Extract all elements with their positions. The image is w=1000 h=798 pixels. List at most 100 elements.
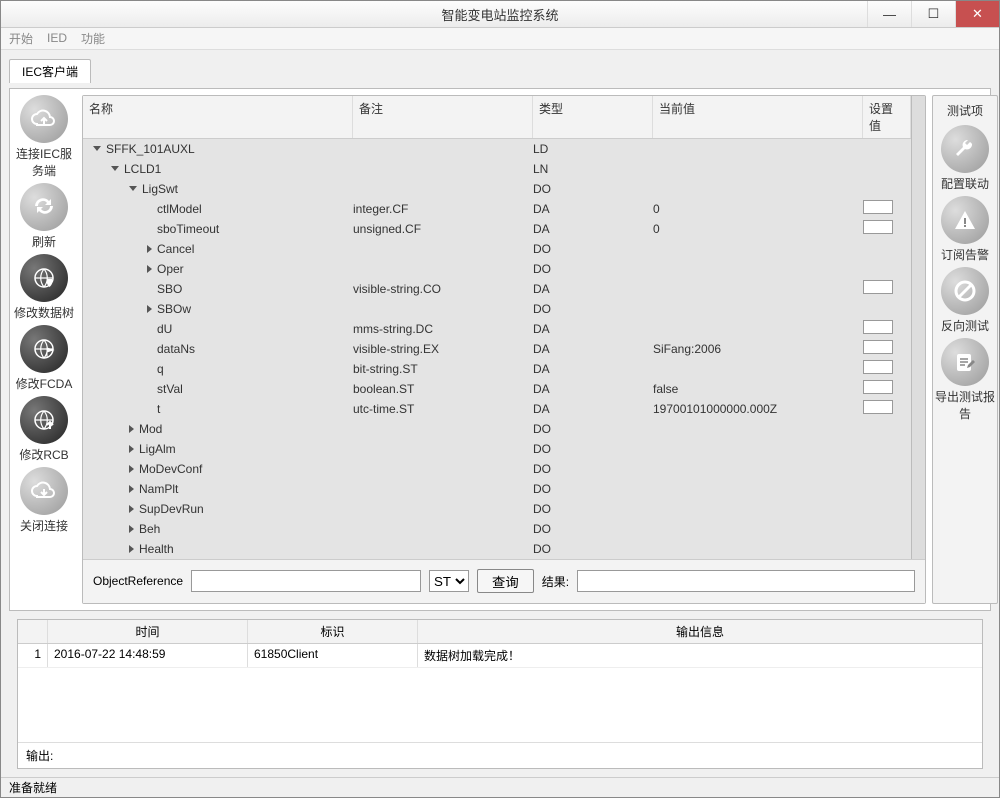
log-col-time[interactable]: 时间	[48, 620, 248, 643]
expand-icon[interactable]	[129, 505, 134, 513]
table-row[interactable]: LigSwtDO	[83, 179, 911, 199]
expand-icon[interactable]	[129, 186, 137, 191]
table-row[interactable]: BehDO	[83, 519, 911, 539]
setvalue-input[interactable]	[863, 340, 893, 354]
left-toolbar: 连接IEC服务端刷新修改数据树修改FCDA修改RCB关闭连接	[10, 89, 78, 610]
right-btn-cfg[interactable]: 配置联动	[935, 125, 995, 192]
table-row[interactable]: LigAlmDO	[83, 439, 911, 459]
result-output	[577, 570, 915, 592]
expand-icon[interactable]	[147, 305, 152, 313]
setvalue-input[interactable]	[863, 200, 893, 214]
left-btn-close[interactable]: 关闭连接	[14, 467, 74, 534]
log-row[interactable]: 12016-07-22 14:48:5961850Client数据树加载完成！	[18, 644, 982, 668]
left-btn-modrcb[interactable]: 修改RCB	[14, 396, 74, 463]
table-row[interactable]: NamPltDO	[83, 479, 911, 499]
client-area: IEC客户端 连接IEC服务端刷新修改数据树修改FCDA修改RCB关闭连接 名称…	[1, 50, 999, 777]
data-grid-panel: 名称 备注 类型 当前值 设置值 SFFK_101AUXLLDLCLD1LNLi…	[82, 95, 926, 604]
table-row[interactable]: dUmms-string.DCDA	[83, 319, 911, 339]
setvalue-input[interactable]	[863, 360, 893, 374]
table-row[interactable]: OperDO	[83, 259, 911, 279]
grid-body[interactable]: SFFK_101AUXLLDLCLD1LNLigSwtDOctlModelint…	[83, 139, 911, 559]
col-remark[interactable]: 备注	[353, 96, 533, 138]
menubar: 开始 IED 功能	[1, 28, 999, 50]
table-row[interactable]: LCLD1LN	[83, 159, 911, 179]
right-btn-sub[interactable]: 订阅告警	[935, 196, 995, 263]
objectref-input[interactable]	[191, 570, 421, 592]
alert-icon	[941, 196, 989, 244]
left-btn-connect[interactable]: 连接IEC服务端	[14, 95, 74, 179]
setvalue-input[interactable]	[863, 320, 893, 334]
tab-iec-client[interactable]: IEC客户端	[9, 59, 91, 83]
menu-start[interactable]: 开始	[9, 30, 33, 47]
col-type[interactable]: 类型	[533, 96, 653, 138]
expand-icon[interactable]	[129, 525, 134, 533]
table-row[interactable]: ModDO	[83, 419, 911, 439]
table-row[interactable]: MoDevConfDO	[83, 459, 911, 479]
globe-up-icon	[20, 396, 68, 444]
table-row[interactable]: tutc-time.STDA19700101000000.000Z	[83, 399, 911, 419]
query-bar: ObjectReference ST 查询 结果:	[83, 559, 925, 603]
setvalue-input[interactable]	[863, 220, 893, 234]
expand-icon[interactable]	[111, 166, 119, 171]
status-text: 准备就绪	[9, 779, 57, 796]
log-col-tag[interactable]: 标识	[248, 620, 418, 643]
table-row[interactable]: SBOwDO	[83, 299, 911, 319]
left-btn-modtree[interactable]: 修改数据树	[14, 254, 74, 321]
forbid-icon	[941, 267, 989, 315]
left-btn-refresh[interactable]: 刷新	[14, 183, 74, 250]
maximize-button[interactable]: ☐	[911, 1, 955, 27]
table-row[interactable]: HealthDO	[83, 539, 911, 559]
edit-icon	[941, 338, 989, 386]
table-row[interactable]: dataNsvisible-string.EXDASiFang:2006	[83, 339, 911, 359]
minimize-button[interactable]: —	[867, 1, 911, 27]
setvalue-input[interactable]	[863, 280, 893, 294]
right-panel: 测试项 配置联动订阅告警反向测试导出测试报告	[932, 95, 998, 604]
left-btn-modfcda[interactable]: 修改FCDA	[14, 325, 74, 392]
table-row[interactable]: qbit-string.STDA	[83, 359, 911, 379]
expand-icon[interactable]	[129, 485, 134, 493]
table-row[interactable]: SupDevRunDO	[83, 499, 911, 519]
right-btn-rev[interactable]: 反向测试	[935, 267, 995, 334]
close-button[interactable]: ✕	[955, 1, 999, 27]
expand-icon[interactable]	[147, 245, 152, 253]
table-row[interactable]: CancelDO	[83, 239, 911, 259]
cloud-down-icon	[20, 467, 68, 515]
log-col-msg[interactable]: 输出信息	[418, 620, 982, 643]
expand-icon[interactable]	[129, 425, 134, 433]
result-label: 结果:	[542, 573, 569, 590]
fc-select[interactable]: ST	[429, 570, 469, 592]
table-row[interactable]: stValboolean.STDAfalse	[83, 379, 911, 399]
right-btn-exp[interactable]: 导出测试报告	[935, 338, 995, 422]
globe-flag-icon	[20, 325, 68, 373]
cloud-up-icon	[20, 95, 68, 143]
main-panel: 连接IEC服务端刷新修改数据树修改FCDA修改RCB关闭连接 名称 备注 类型 …	[9, 88, 991, 611]
app-window: { "window": { "title": "智能变电站监控系统" }, "m…	[0, 0, 1000, 798]
table-row[interactable]: ctlModelinteger.CFDA0	[83, 199, 911, 219]
setvalue-input[interactable]	[863, 400, 893, 414]
titlebar: 智能变电站监控系统 — ☐ ✕	[1, 1, 999, 28]
menu-ied[interactable]: IED	[47, 31, 67, 45]
table-row[interactable]: sboTimeoutunsigned.CFDA0	[83, 219, 911, 239]
output-label: 输出:	[18, 742, 982, 768]
expand-icon[interactable]	[129, 545, 134, 553]
expand-icon[interactable]	[147, 265, 152, 273]
menu-func[interactable]: 功能	[81, 30, 105, 47]
expand-icon[interactable]	[129, 445, 134, 453]
tabbar: IEC客户端	[9, 58, 991, 82]
log-body: 12016-07-22 14:48:5961850Client数据树加载完成！	[18, 644, 982, 668]
col-name[interactable]: 名称	[83, 96, 353, 138]
query-button[interactable]: 查询	[477, 569, 534, 593]
col-setv[interactable]: 设置值	[863, 96, 911, 138]
window-title: 智能变电站监控系统	[133, 5, 867, 24]
expand-icon[interactable]	[93, 146, 101, 151]
log-header: 时间 标识 输出信息	[18, 620, 982, 644]
sync-icon	[20, 183, 68, 231]
setvalue-input[interactable]	[863, 380, 893, 394]
col-current[interactable]: 当前值	[653, 96, 863, 138]
expand-icon[interactable]	[129, 465, 134, 473]
wrench-icon	[941, 125, 989, 173]
table-row[interactable]: SFFK_101AUXLLD	[83, 139, 911, 159]
table-row[interactable]: SBOvisible-string.CODA	[83, 279, 911, 299]
right-panel-header: 测试项	[947, 102, 983, 119]
vertical-scrollbar[interactable]	[911, 96, 925, 559]
